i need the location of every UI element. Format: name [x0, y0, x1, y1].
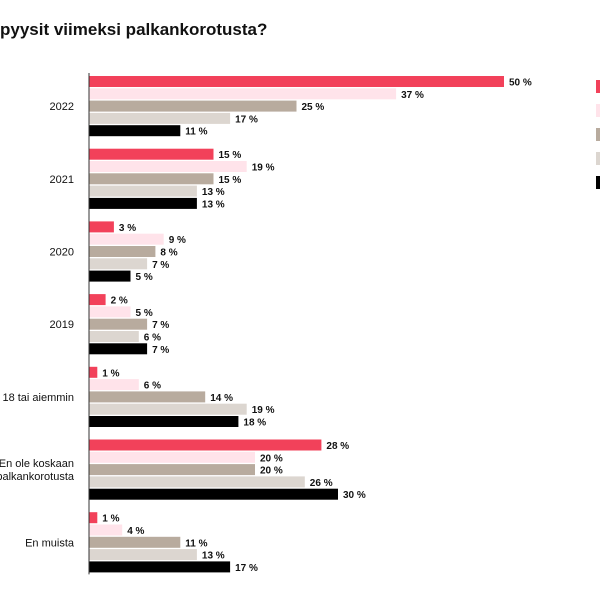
value-label-5-0: 28 % — [326, 441, 349, 452]
category-label-0: 2022 — [50, 101, 74, 113]
bar-6-3 — [89, 549, 197, 561]
bar-5-4 — [89, 488, 338, 500]
legend-swatch-3 — [596, 152, 600, 165]
value-label-3-4: 7 % — [152, 345, 169, 356]
bar-4-3 — [89, 403, 247, 415]
bar-6-0 — [89, 512, 98, 524]
bar-2-4 — [89, 270, 131, 282]
bar-6-4 — [89, 561, 231, 573]
value-label-0-1: 37 % — [401, 90, 424, 101]
bar-1-3 — [89, 185, 197, 197]
value-label-1-1: 19 % — [252, 163, 275, 174]
value-label-6-3: 13 % — [202, 551, 225, 562]
category-label-5: En ole koskaan palkankorotusta — [0, 458, 75, 483]
value-label-5-4: 30 % — [343, 490, 366, 501]
value-label-3-1: 5 % — [136, 308, 153, 319]
bar-2-3 — [89, 258, 148, 270]
bar-3-3 — [89, 331, 139, 342]
value-label-3-3: 6 % — [144, 333, 161, 344]
value-label-6-4: 17 % — [235, 563, 258, 574]
category-label-3: 2019 — [50, 319, 74, 331]
category-label-4: 18 tai aiemmin — [2, 392, 74, 404]
value-label-0-3: 17 % — [235, 114, 258, 125]
value-label-5-3: 26 % — [310, 478, 333, 489]
legend-swatch-0 — [596, 80, 600, 93]
bar-6-2 — [89, 536, 181, 548]
category-label-6: En muista — [25, 537, 75, 549]
bar-1-2 — [89, 173, 214, 185]
value-label-2-3: 7 % — [152, 260, 169, 271]
value-label-2-0: 3 % — [119, 223, 136, 234]
category-label-2: 2020 — [50, 247, 74, 259]
value-label-0-2: 25 % — [302, 102, 325, 113]
value-label-0-4: 11 % — [185, 127, 207, 138]
legend-swatch-1 — [596, 104, 600, 117]
bar-4-0 — [89, 366, 98, 378]
legend-swatch-2 — [596, 128, 600, 141]
bar-4-2 — [89, 391, 206, 403]
bar-0-2 — [89, 100, 297, 112]
bar-0-4 — [89, 125, 181, 137]
value-label-1-4: 13 % — [202, 199, 225, 210]
bar-5-0 — [89, 439, 322, 451]
bar-4-4 — [89, 416, 239, 427]
value-label-4-1: 6 % — [144, 381, 161, 392]
value-label-6-1: 4 % — [127, 526, 144, 537]
legend-swatch-4 — [596, 176, 600, 189]
bar-0-3 — [89, 112, 231, 124]
bar-1-1 — [89, 161, 247, 172]
value-label-2-1: 9 % — [169, 235, 186, 246]
bar-5-1 — [89, 451, 255, 463]
value-label-6-2: 11 % — [185, 538, 207, 549]
bar-2-0 — [89, 221, 114, 233]
value-label-5-2: 20 % — [260, 466, 283, 477]
bar-5-2 — [89, 464, 255, 476]
bar-0-1 — [89, 88, 397, 100]
value-label-4-2: 14 % — [210, 393, 233, 404]
value-label-1-0: 15 % — [219, 150, 242, 161]
value-label-2-2: 8 % — [160, 248, 177, 259]
bar-0-0 — [89, 76, 504, 87]
bar-1-4 — [89, 197, 197, 209]
bar-2-2 — [89, 246, 156, 257]
bar-5-3 — [89, 476, 305, 488]
value-label-4-3: 19 % — [252, 405, 275, 416]
bar-3-4 — [89, 343, 148, 355]
bar-3-0 — [89, 294, 106, 306]
value-label-0-0: 50 % — [509, 78, 532, 89]
value-label-5-1: 20 % — [260, 453, 283, 464]
value-label-1-3: 13 % — [202, 187, 225, 198]
bar-6-1 — [89, 524, 123, 536]
bar-3-1 — [89, 306, 131, 318]
value-label-6-0: 1 % — [102, 514, 119, 525]
value-label-1-2: 15 % — [219, 175, 242, 186]
value-label-4-4: 18 % — [243, 418, 266, 429]
bar-4-1 — [89, 379, 139, 391]
bar-2-1 — [89, 233, 164, 245]
bar-1-0 — [89, 148, 214, 160]
category-label-1: 2021 — [50, 174, 74, 186]
bar-3-2 — [89, 318, 148, 330]
value-label-3-2: 7 % — [152, 320, 169, 331]
chart-title: pyysit viimeksi palkankorotusta? — [0, 20, 268, 39]
value-label-2-4: 5 % — [136, 272, 153, 283]
value-label-4-0: 1 % — [102, 368, 119, 379]
value-label-3-0: 2 % — [111, 296, 128, 307]
